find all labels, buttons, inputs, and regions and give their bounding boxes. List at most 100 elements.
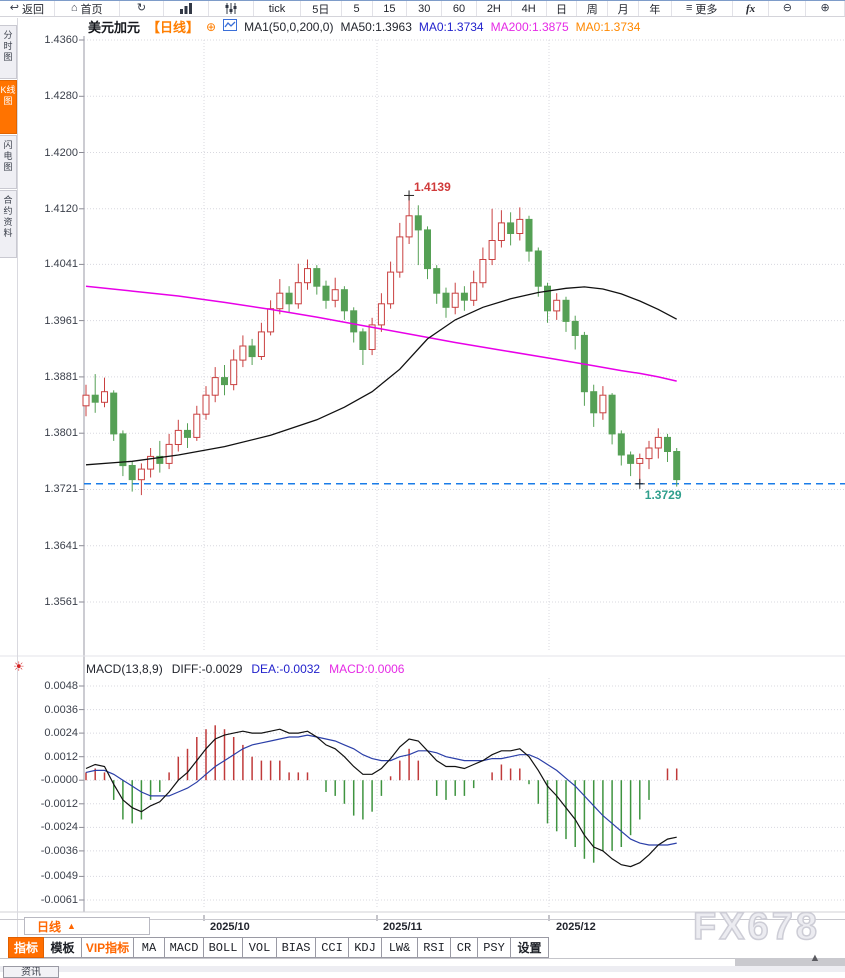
toolbar-period-30m-button[interactable]: 30 [407,1,443,16]
price-axis-label: 1.4280 [44,90,78,102]
tab-boll[interactable]: BOLL [204,937,243,958]
toolbar-period-30m-label: 30 [418,2,431,15]
toolbar-period-week-button[interactable]: 周 [577,1,609,16]
tab-macd[interactable]: MACD [165,937,204,958]
toolbar-more-label: 更多 [695,3,718,16]
back-arrow-icon: ↩ [9,2,20,14]
tab-cci[interactable]: CCI [316,937,349,958]
toolbar-back-button[interactable]: ↩ 返回 [0,1,55,16]
high-price-annotation: 1.4139 [414,180,451,195]
indicator-sun-icon[interactable]: ☀ [13,659,25,674]
indicator-tabs: 指标 模板 VIP指标 MA MACD BOLL VOL BIAS CCI KDJ LW& RSI CR… [8,937,549,958]
price-axis-label: 1.3801 [44,427,78,439]
diff-line [85,728,677,868]
tab-cr[interactable]: CR [451,937,478,958]
toolbar-back-label: 返回 [22,3,45,16]
price-axis-label: 1.4200 [44,147,78,159]
price-axis-label: 1.4360 [44,34,78,46]
toolbar-indicator-settings-button[interactable] [209,1,255,16]
dea-line [85,734,677,846]
scroll-up-icon[interactable]: ▲ [809,952,821,964]
macd-axis-label: 0.0024 [44,727,78,739]
toolbar-period-day-label: 日 [555,3,567,16]
tab-rsi[interactable]: RSI [418,937,451,958]
tab-psy[interactable]: PSY [478,937,511,958]
triangle-up-icon: ▲ [67,921,76,931]
sliders-icon [225,3,237,14]
ma0-orange-value: MA0:1.3734 [575,19,641,34]
macd-axis-label: -0.0061 [40,894,78,906]
toolbar-period-60m-button[interactable]: 60 [442,1,477,16]
refresh-icon: ↻ [136,2,147,14]
tab-[interactable]: 模板 [44,937,82,958]
toolbar-period-4h-button[interactable]: 4H [512,1,547,16]
toolbar-zoom-in-button[interactable]: ⊕ [806,1,845,16]
tab-bias[interactable]: BIAS [277,937,316,958]
sidebar-tab-time-chart[interactable]: 分时图 [0,25,17,79]
toolbar-period-year-button[interactable]: 年 [639,1,672,16]
toolbar-refresh-button[interactable]: ↻ [120,1,165,16]
toolbar-formula-button[interactable]: fx [733,1,770,16]
symbol-name: 美元加元 [88,20,141,35]
price-axis-label: 1.3961 [44,315,78,327]
macd-axis-label: -0.0049 [40,870,78,882]
toolbar-period-month-button[interactable]: 月 [608,1,639,16]
toolbar-chart-style-button[interactable] [164,1,210,16]
price-axis-label: 1.3721 [44,483,78,495]
toolbar-more-button[interactable]: ≡ 更多 [672,1,733,16]
bottom-edge [0,966,845,972]
sidebar-tab-kline-chart[interactable]: K线图 [0,80,17,134]
macd-axis-label: 0.0012 [44,751,78,763]
scrollbar-thumb[interactable] [735,958,845,966]
toolbar-period-5m-button[interactable]: 5 [342,1,373,16]
tab-ma[interactable]: MA [134,937,165,958]
tab-[interactable]: 设置 [511,937,549,958]
price-axis-label: 1.3881 [44,371,78,383]
toolbar-period-5d-button[interactable]: 5日 [301,1,342,16]
tab-vip[interactable]: VIP指标 [82,937,134,958]
toolbar-period-5d-label: 5日 [312,3,330,16]
toolbar-period-week-label: 周 [586,3,598,16]
candlestick-chart-icon[interactable] [223,19,238,34]
period-selector[interactable]: 日线 ▲ [24,917,150,935]
sidebar-tab-lightning-chart[interactable]: 闪电图 [0,135,17,189]
home-icon: ⌂ [70,2,78,14]
toolbar-period-2h-label: 2H [486,2,501,15]
toolbar-period-day-button[interactable]: 日 [547,1,578,16]
toolbar-period-tick-button[interactable]: tick [254,1,301,16]
tab-news[interactable]: 资讯 [3,966,59,978]
toolbar-home-button[interactable]: ⌂ 首页 [55,1,120,16]
toolbar-zoom-out-button[interactable]: ⊖ [769,1,807,16]
xaxis-divider [0,919,845,920]
macd-histogram [85,725,678,863]
toolbar-period-month-label: 月 [617,3,629,16]
price-axis-label: 1.3561 [44,596,78,608]
x-axis-month-label: 2025/11 [383,921,423,933]
sidebar-tab-contract-info[interactable]: 合约资料 [0,190,17,258]
toolbar-period-5m-label: 5 [353,2,360,15]
toolbar-period-15m-button[interactable]: 15 [373,1,408,16]
macd-axis-label: 0.0048 [44,680,78,692]
toolbar-period-year-label: 年 [649,3,661,16]
period-tag: 【日线】 [147,20,200,35]
circled-plus-icon[interactable]: ⊕ [206,19,217,34]
high-marker [404,190,415,201]
toolbar-period-2h-button[interactable]: 2H [477,1,512,16]
low-marker [634,478,645,489]
tab-kdj[interactable]: KDJ [349,937,382,958]
toolbar-period-4h-label: 4H [521,2,536,15]
dea-value: DEA:-0.0032 [251,662,321,676]
candlestick-series [82,195,681,496]
toolbar-period-60m-label: 60 [452,2,466,15]
tab-[interactable]: 指标 [8,937,44,958]
zoom-out-icon: ⊖ [782,2,792,14]
ma50-line [85,286,678,466]
watermark: FX678 [692,906,820,948]
ma200-value: MA200:1.3875 [490,19,569,34]
toolbar-period-tick-label: tick [268,2,286,15]
tab-vol[interactable]: VOL [243,937,277,958]
macd-axis-label: 0.0036 [44,704,78,716]
bar-chart-icon [179,3,193,14]
tab-lw[interactable]: LW& [382,937,418,958]
